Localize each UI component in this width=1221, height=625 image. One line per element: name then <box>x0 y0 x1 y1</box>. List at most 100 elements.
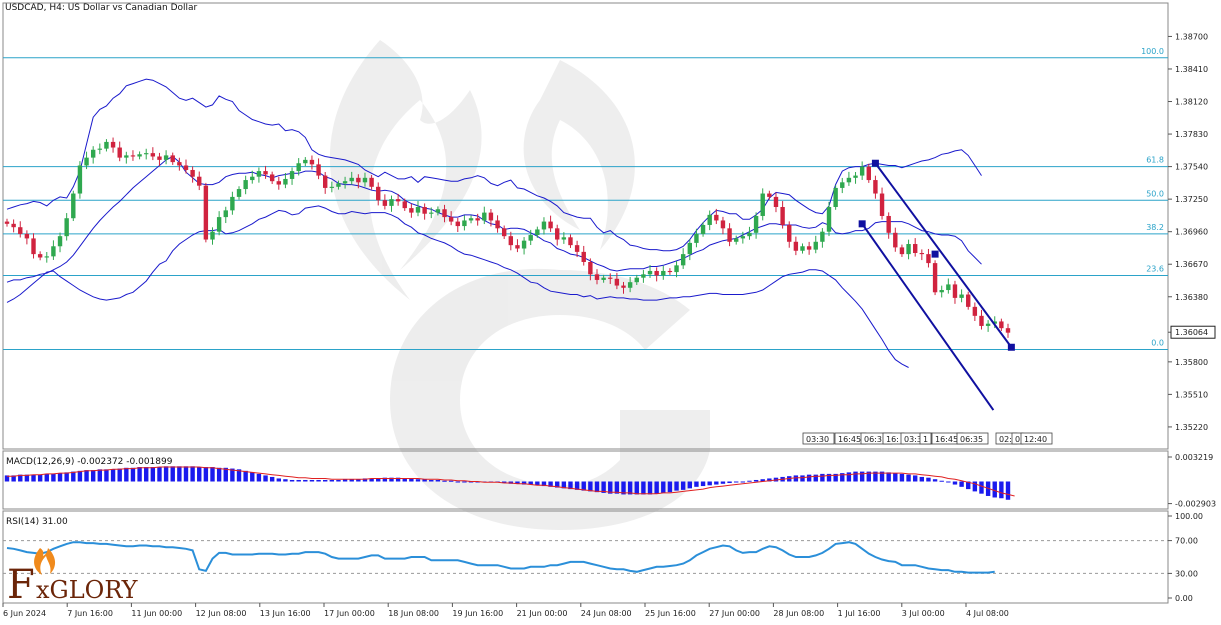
macd-panel <box>2 450 1169 510</box>
macd-bar <box>820 473 825 482</box>
candle-body <box>44 256 49 258</box>
candle-body <box>495 220 500 229</box>
candle-body <box>806 246 812 250</box>
candle-body <box>84 157 89 166</box>
macd-bar <box>97 469 103 482</box>
time-marker-label: 06:35 <box>864 435 887 444</box>
macd-bar <box>309 479 315 482</box>
trend-channel[interactable] <box>858 159 1015 411</box>
rsi-tick-label: 30.00 <box>1175 569 1198 578</box>
macd-bar <box>680 481 686 490</box>
time-label: 4 Jul 08:00 <box>966 609 1009 618</box>
macd-bar <box>694 481 699 487</box>
channel-anchor-handle <box>931 250 939 258</box>
macd-bar <box>435 479 441 482</box>
candle-body <box>694 233 699 243</box>
macd-bar <box>535 481 540 486</box>
candle-body <box>51 246 56 257</box>
macd-bar <box>720 481 726 484</box>
macd-bar <box>243 470 248 482</box>
candle-body <box>574 245 580 252</box>
chart-title: USDCAD, H4: US Dollar vs Canadian Dollar <box>5 3 198 13</box>
candle-body <box>303 159 308 164</box>
candle-body <box>952 284 958 298</box>
macd-bar <box>11 475 16 482</box>
candle-body <box>349 177 354 182</box>
macd-bar <box>734 481 739 483</box>
time-label: 17 Jun 00:00 <box>324 609 375 618</box>
time-marker-label: 1 <box>923 435 928 444</box>
macd-bar <box>919 476 925 482</box>
candle-body <box>740 236 746 239</box>
candle-body <box>919 253 925 255</box>
candle-body <box>720 220 726 229</box>
macd-bar <box>124 467 129 482</box>
candle-body <box>846 177 852 183</box>
price-axis: 1.38700 1.38410 1.38120 1.37830 1.37540 1.372… <box>1168 32 1216 432</box>
candle-body <box>1005 328 1011 333</box>
candle-body <box>468 218 474 221</box>
macd-bar <box>190 466 195 482</box>
rsi-line <box>6 541 995 574</box>
macd-bar <box>144 467 149 482</box>
time-marker-box <box>802 432 835 445</box>
time-marker-label: 03:30 <box>904 435 927 444</box>
candle-body <box>256 171 262 177</box>
candle-body <box>641 274 646 278</box>
fib-label-38.2: 38.2 <box>1146 223 1164 232</box>
candle-body <box>124 155 129 158</box>
price-label: 1.35220 <box>1175 423 1208 432</box>
candle-body <box>687 242 693 255</box>
macd-bar <box>31 474 36 482</box>
price-label: 1.36380 <box>1175 293 1208 302</box>
candle-body <box>747 232 752 237</box>
fibonacci-levels: 100.0 61.8 50.0 38.2 23.6 0.0 <box>3 47 1168 351</box>
candle-body <box>442 209 447 218</box>
candle-body <box>183 165 189 170</box>
macd-bar <box>621 481 626 495</box>
time-label: 11 Jun 00:00 <box>131 609 182 618</box>
candle-body <box>104 141 109 149</box>
macd-bar <box>588 481 593 492</box>
macd-bar <box>501 481 507 484</box>
candle-body <box>780 206 785 225</box>
time-marker-label: 02: <box>999 435 1012 444</box>
candle-body <box>296 163 301 172</box>
candle-body <box>873 180 878 194</box>
candle-body <box>429 212 434 214</box>
macd-bar <box>51 473 56 482</box>
candle-body <box>110 141 116 148</box>
macd-bar <box>455 481 460 483</box>
candle-body <box>866 166 871 181</box>
candle-body <box>879 193 885 216</box>
macd-bar <box>541 481 547 487</box>
candle-body <box>800 246 805 251</box>
fib-label-61.8: 61.8 <box>1146 156 1164 165</box>
candle-body <box>773 196 779 207</box>
time-label: 12 Jun 08:00 <box>196 609 247 618</box>
candle-body <box>90 149 96 158</box>
candle-body <box>627 282 633 288</box>
macd-bar <box>336 479 341 482</box>
candle-body <box>117 147 122 158</box>
channel-upper-line <box>874 162 1013 348</box>
candle-body <box>289 171 295 179</box>
macd-bar <box>90 470 96 482</box>
candle-body <box>734 238 739 242</box>
macd-bar <box>442 480 447 482</box>
macd-bar <box>57 473 63 482</box>
macd-indicator: 0.003219 -0.002903 <box>4 453 1216 509</box>
candle-body <box>356 177 361 183</box>
time-label: 28 Jun 08:00 <box>773 609 824 618</box>
macd-bar <box>1005 481 1011 500</box>
macd-bar <box>296 479 301 482</box>
candle-body <box>197 176 202 186</box>
macd-bar <box>409 478 414 482</box>
brand-logo: F xGLORY <box>7 548 139 608</box>
macd-bar <box>77 470 83 482</box>
bollinger-lower-band <box>6 205 909 368</box>
candle-body <box>336 183 341 187</box>
brand-initial: F <box>7 562 35 608</box>
candle-body <box>932 263 938 293</box>
